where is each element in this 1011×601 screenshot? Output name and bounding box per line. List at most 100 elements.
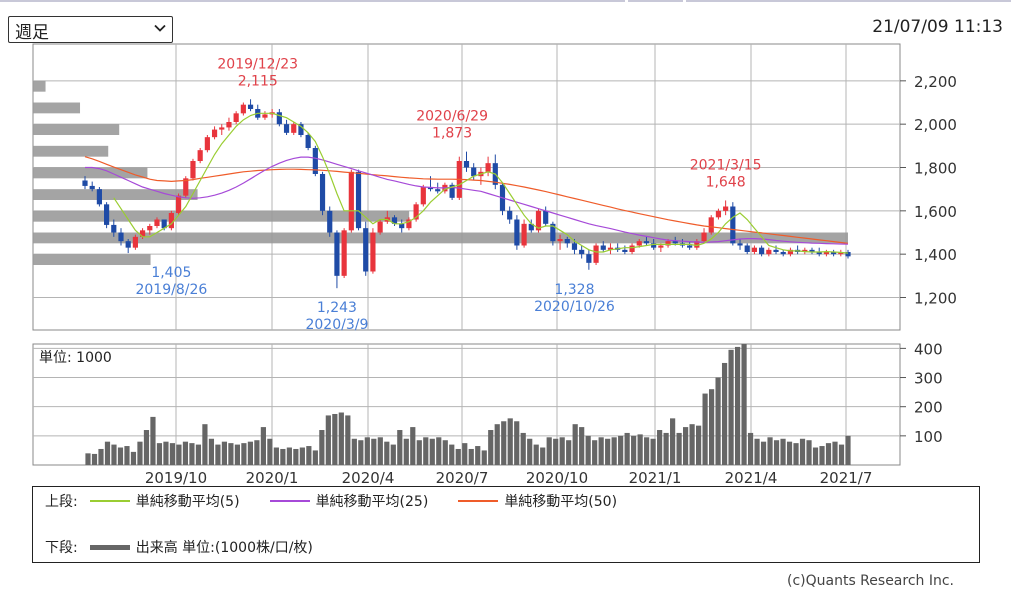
candlestick	[543, 206, 549, 226]
candle-body	[190, 161, 196, 179]
candlestick	[111, 219, 117, 237]
candle-body	[629, 245, 635, 252]
candlestick	[802, 247, 808, 255]
volume-bar	[819, 446, 825, 465]
candle-body	[643, 241, 650, 244]
candlestick	[521, 219, 527, 248]
volume-bar	[741, 344, 747, 465]
price-tick-label: 2,000	[914, 116, 957, 134]
candlestick	[514, 215, 520, 250]
price-profile-bar	[33, 232, 848, 244]
volume-bar	[832, 441, 838, 465]
candlestick	[737, 239, 743, 250]
candlestick	[197, 148, 203, 164]
candlestick	[104, 202, 110, 229]
candle-body	[247, 104, 254, 109]
candle-body	[636, 241, 642, 246]
candlestick	[751, 245, 758, 255]
volume-bar	[455, 448, 461, 465]
legend-ma25: 単純移動平均(25)	[269, 491, 428, 511]
candlestick	[607, 243, 614, 255]
x-tick-label: 2021/4	[725, 469, 778, 487]
volume-tick-label: 300	[914, 370, 943, 388]
candlestick	[708, 215, 714, 235]
x-tick-label: 2019/10	[145, 469, 207, 487]
candlestick	[89, 181, 95, 192]
candle-body	[838, 252, 844, 255]
candle-body	[485, 163, 491, 172]
candlestick	[420, 184, 426, 207]
candle-body	[312, 148, 318, 174]
candle-body	[586, 254, 592, 263]
period-select[interactable]: 週足	[8, 16, 173, 43]
volume-tick-label: 200	[914, 399, 943, 417]
candle-body	[831, 252, 837, 255]
x-tick-label: 2021/1	[629, 469, 682, 487]
candle-body	[751, 247, 758, 252]
candlestick	[377, 219, 383, 235]
volume-bar	[91, 453, 98, 465]
candlestick	[211, 126, 218, 140]
candlestick	[190, 158, 196, 181]
candlestick	[183, 176, 189, 198]
legend-volume: 出来高 単位:(1000株/口/枚)	[89, 537, 313, 557]
candle-body	[564, 239, 570, 244]
volume-bar	[241, 443, 247, 465]
price-tick-label: 1,800	[914, 160, 957, 178]
candle-body	[132, 236, 138, 248]
candle-body	[787, 249, 794, 255]
volume-bar	[124, 446, 130, 465]
price-profile-bar	[33, 189, 198, 200]
candle-body	[168, 213, 174, 229]
volume-bar	[585, 435, 591, 465]
candlestick	[132, 234, 138, 250]
candlestick	[240, 102, 246, 116]
volume-bar	[208, 438, 215, 465]
annotation-value: 1,648	[706, 174, 746, 190]
volume-bar	[780, 438, 786, 465]
candlestick	[564, 236, 570, 248]
volume-bar	[247, 441, 253, 465]
volume-bar	[624, 432, 630, 465]
candle-body	[233, 113, 239, 122]
annotation-date: 2020/3/9	[305, 317, 368, 333]
candlestick	[305, 132, 311, 151]
volume-bar	[234, 444, 240, 465]
annotation-date: 2020/6/29	[416, 109, 488, 125]
candle-body	[463, 161, 470, 168]
candlestick	[456, 156, 462, 200]
candle-body	[744, 245, 750, 252]
candle-body	[226, 122, 232, 128]
candlestick	[147, 223, 153, 235]
candlestick	[125, 239, 131, 254]
x-tick-label: 2020/4	[342, 469, 395, 487]
candle-body	[175, 195, 182, 213]
volume-bar	[494, 424, 500, 465]
candle-body	[276, 112, 282, 125]
volume-bar	[793, 443, 799, 465]
volume-bar	[364, 437, 370, 465]
candle-body	[435, 189, 441, 192]
volume-bar	[299, 447, 305, 465]
candle-body	[449, 184, 455, 198]
legend-ma25-swatch	[269, 500, 310, 502]
candlestick	[701, 228, 707, 244]
candle-body	[593, 245, 599, 263]
volume-bar	[689, 424, 695, 465]
candle-body	[809, 249, 815, 252]
volume-bar	[423, 437, 429, 465]
volume-bar	[572, 424, 578, 465]
candlestick	[471, 163, 477, 181]
volume-bar	[501, 421, 507, 465]
volume-bar	[715, 377, 721, 465]
volume-bar	[410, 427, 416, 465]
volume-bar	[403, 438, 409, 465]
volume-bar	[507, 418, 513, 465]
volume-bar	[806, 440, 812, 465]
candle-body	[399, 223, 405, 229]
volume-bar	[345, 415, 351, 465]
candlestick	[629, 243, 635, 255]
volume-bar	[592, 440, 598, 465]
candlestick	[809, 247, 815, 255]
volume-bar	[286, 447, 292, 465]
